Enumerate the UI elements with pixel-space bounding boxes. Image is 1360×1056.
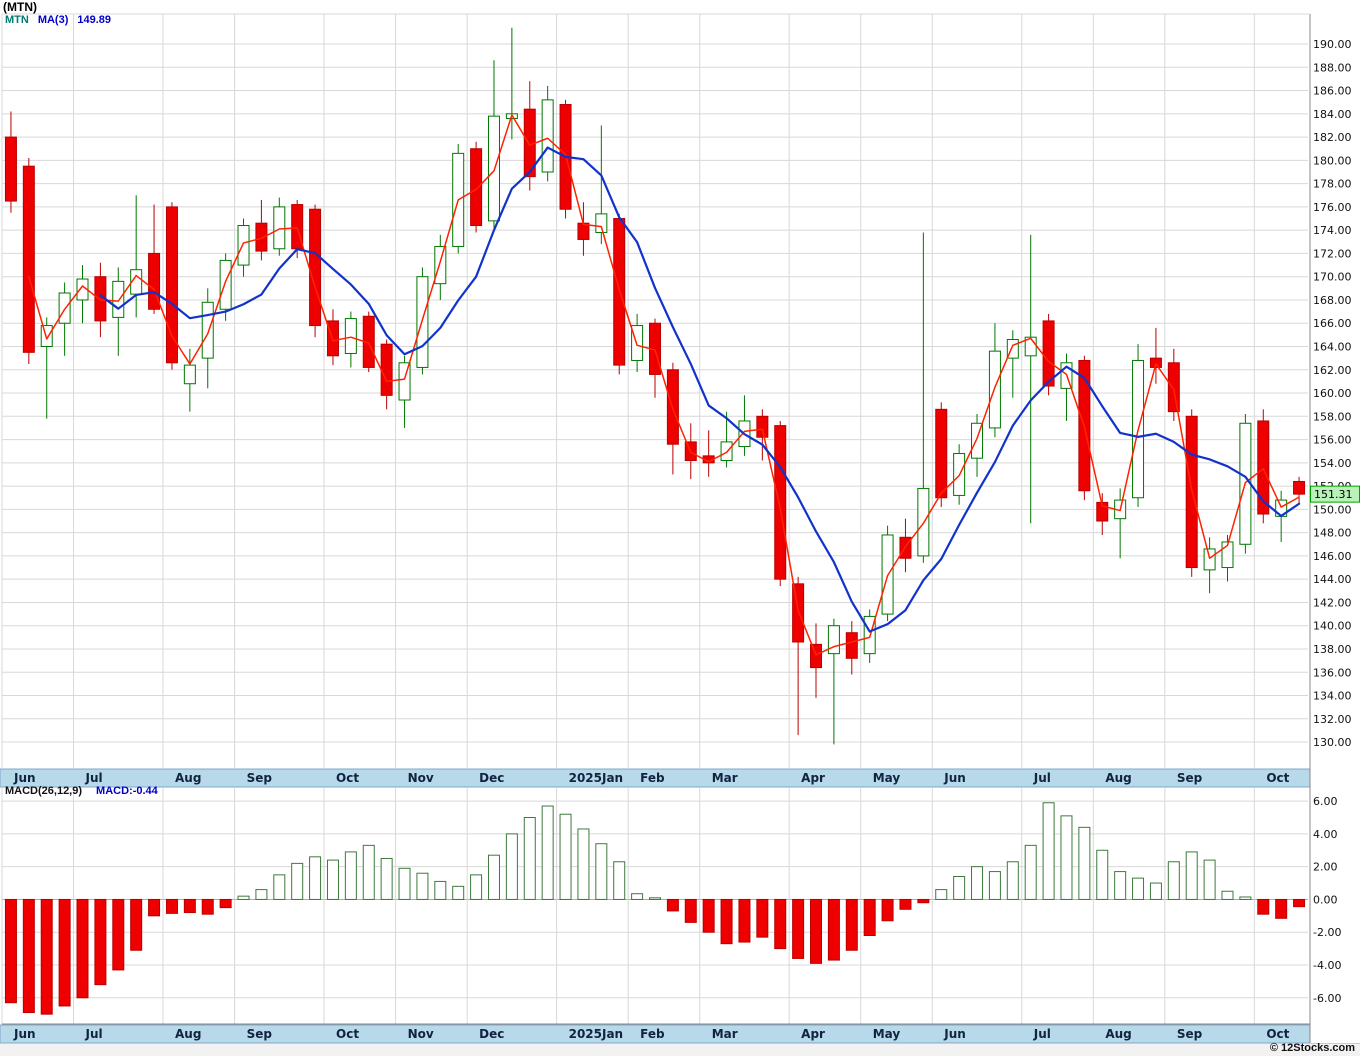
svg-text:180.00: 180.00 <box>1313 154 1352 167</box>
month-band-top: Jun Jul Aug Sep Oct Nov Dec 2025Jan Feb Mar Apr May… <box>0 768 1311 788</box>
svg-text:Jul: Jul <box>85 1027 103 1041</box>
svg-text:-2.00: -2.00 <box>1313 926 1341 939</box>
price-legend: MTN MA(3) 149.89 <box>5 14 111 26</box>
svg-text:Aug: Aug <box>1105 771 1131 785</box>
svg-text:-6.00: -6.00 <box>1313 992 1341 1005</box>
svg-text:146.00: 146.00 <box>1313 550 1352 563</box>
footer-strip <box>0 1043 1360 1056</box>
candles-group <box>4 27 1306 745</box>
svg-text:Oct: Oct <box>1266 771 1289 785</box>
svg-text:188.00: 188.00 <box>1313 61 1352 74</box>
svg-text:2.00: 2.00 <box>1313 861 1338 874</box>
svg-text:144.00: 144.00 <box>1313 573 1352 586</box>
svg-text:2025Jan: 2025Jan <box>569 771 624 785</box>
svg-text:158.00: 158.00 <box>1313 410 1352 423</box>
svg-text:156.00: 156.00 <box>1313 434 1352 447</box>
svg-text:Mar: Mar <box>712 771 738 785</box>
svg-text:Sep: Sep <box>1177 1027 1203 1041</box>
svg-text:Jun: Jun <box>943 771 966 785</box>
svg-text:190.00: 190.00 <box>1313 38 1352 51</box>
frame-lines <box>1 13 1311 1043</box>
svg-text:Aug: Aug <box>175 771 201 785</box>
price-ma-slow <box>99 146 1301 633</box>
svg-text:176.00: 176.00 <box>1313 201 1352 214</box>
ma-value: 149.89 <box>77 14 112 26</box>
svg-text:Mar: Mar <box>712 1027 738 1041</box>
svg-text:Jun: Jun <box>13 1027 36 1041</box>
macd-value: MACD:-0.44 <box>96 785 158 797</box>
macd-histogram <box>4 802 1306 1015</box>
svg-text:136.00: 136.00 <box>1313 666 1352 679</box>
svg-text:Sep: Sep <box>247 771 273 785</box>
svg-text:154.00: 154.00 <box>1313 457 1352 470</box>
svg-text:Sep: Sep <box>247 1027 273 1041</box>
svg-text:May: May <box>873 771 901 785</box>
svg-text:Oct: Oct <box>1266 1027 1289 1041</box>
svg-text:168.00: 168.00 <box>1313 294 1352 307</box>
svg-text:May: May <box>873 1027 901 1041</box>
svg-text:Jul: Jul <box>1033 771 1051 785</box>
svg-text:Feb: Feb <box>640 771 665 785</box>
svg-text:Aug: Aug <box>1105 1027 1131 1041</box>
svg-text:Jul: Jul <box>1033 1027 1051 1041</box>
svg-text:140.00: 140.00 <box>1313 620 1352 633</box>
svg-text:184.00: 184.00 <box>1313 108 1352 121</box>
svg-text:6.00: 6.00 <box>1313 795 1338 808</box>
svg-text:Nov: Nov <box>408 771 434 785</box>
current-price-tag: 151.31 <box>1310 485 1360 503</box>
svg-text:178.00: 178.00 <box>1313 178 1352 191</box>
symbol-label: MTN <box>5 14 29 26</box>
svg-text:0.00: 0.00 <box>1313 893 1338 906</box>
price-ma-fast <box>28 114 1300 656</box>
svg-text:4.00: 4.00 <box>1313 828 1338 841</box>
svg-text:172.00: 172.00 <box>1313 247 1352 260</box>
svg-text:130.00: 130.00 <box>1313 736 1352 749</box>
svg-text:2025Jan: 2025Jan <box>569 1027 624 1041</box>
svg-text:162.00: 162.00 <box>1313 364 1352 377</box>
svg-text:-4.00: -4.00 <box>1313 959 1341 972</box>
ma-label: MA(3) <box>37 14 69 26</box>
ticker-title: (MTN) <box>3 0 37 14</box>
svg-text:Jun: Jun <box>943 1027 966 1041</box>
svg-text:Apr: Apr <box>801 1027 825 1041</box>
month-band-bottom: Jun Jul Aug Sep Oct Nov Dec 2025Jan Feb Mar Apr May… <box>0 1024 1311 1044</box>
macd-label: MACD(26,12,9) <box>5 785 83 797</box>
svg-text:160.00: 160.00 <box>1313 387 1352 400</box>
svg-text:Dec: Dec <box>479 771 504 785</box>
svg-text:150.00: 150.00 <box>1313 503 1352 516</box>
svg-text:Feb: Feb <box>640 1027 665 1041</box>
price-axis-labels: 130.00 132.00 134.00 136.00 138.00 140.00 142.… <box>1313 38 1352 749</box>
svg-text:164.00: 164.00 <box>1313 340 1352 353</box>
svg-text:148.00: 148.00 <box>1313 527 1352 540</box>
svg-text:132.00: 132.00 <box>1313 713 1352 726</box>
svg-text:166.00: 166.00 <box>1313 317 1352 330</box>
svg-text:134.00: 134.00 <box>1313 690 1352 703</box>
svg-text:142.00: 142.00 <box>1313 596 1352 609</box>
svg-text:Oct: Oct <box>336 771 359 785</box>
svg-text:186.00: 186.00 <box>1313 85 1352 98</box>
svg-text:Sep: Sep <box>1177 771 1203 785</box>
svg-text:170.00: 170.00 <box>1313 271 1352 284</box>
svg-text:Jul: Jul <box>85 771 103 785</box>
svg-text:151.31: 151.31 <box>1314 488 1353 501</box>
svg-text:Dec: Dec <box>479 1027 504 1041</box>
svg-text:Apr: Apr <box>801 771 825 785</box>
svg-text:138.00: 138.00 <box>1313 643 1352 656</box>
svg-text:Jun: Jun <box>13 771 36 785</box>
svg-text:Nov: Nov <box>408 1027 434 1041</box>
svg-text:174.00: 174.00 <box>1313 224 1352 237</box>
macd-axis-labels: -6.00 -4.00 -2.00 0.00 2.00 4.00 6.00 <box>1313 795 1341 1005</box>
svg-text:Oct: Oct <box>336 1027 359 1041</box>
svg-text:Aug: Aug <box>175 1027 201 1041</box>
site-credit: © 12Stocks.com <box>1269 1042 1355 1054</box>
svg-text:182.00: 182.00 <box>1313 131 1352 144</box>
macd-legend: MACD(26,12,9) MACD:-0.44 <box>5 785 158 797</box>
